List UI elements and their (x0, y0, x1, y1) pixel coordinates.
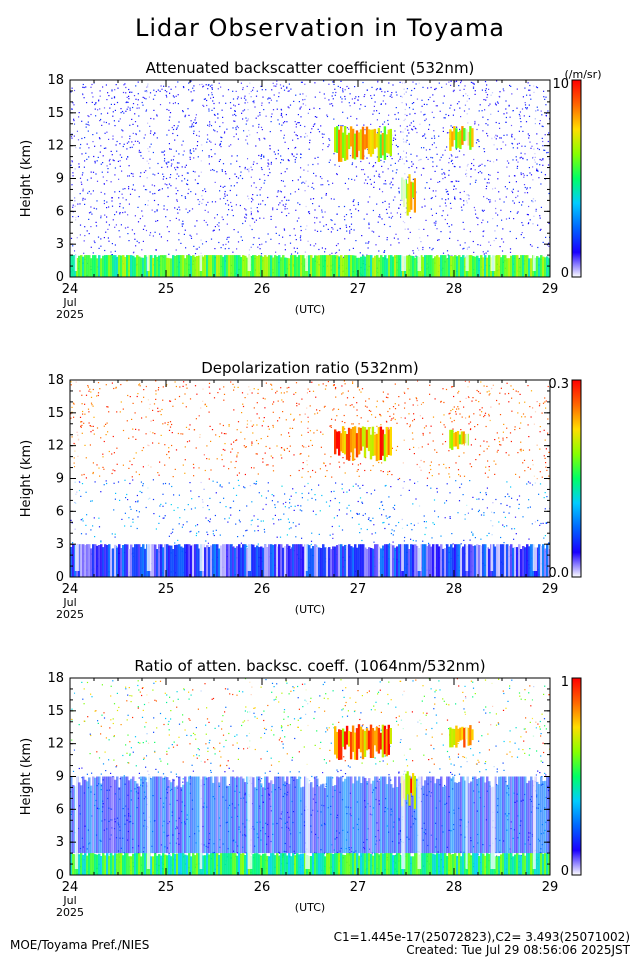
x-tick-label: 26 (254, 880, 271, 895)
heatmap-area (70, 80, 550, 277)
y-tick-label: 18 (47, 671, 64, 686)
feature-boundary-layer (70, 255, 550, 277)
y-axis-label: Height (km) (19, 140, 34, 217)
colorbar-max-label: 10 (552, 77, 569, 92)
depolarization-panel: Depolarization ratio (532nm) 0 3 6 9 12 15 18 He… (19, 359, 582, 621)
x-tick-label: 29 (542, 282, 559, 297)
colorbar (571, 79, 582, 278)
y-tick-label: 3 (56, 537, 64, 552)
feature-upper-cloud-28 (449, 725, 474, 748)
x-axis-label: (UTC) (295, 603, 325, 616)
heatmap-area (70, 380, 550, 577)
page-title: Lidar Observation in Toyama (134, 14, 506, 42)
x-month-label: Jul (62, 296, 76, 309)
y-tick-label: 6 (56, 802, 64, 817)
x-tick-label: 29 (542, 582, 559, 597)
y-tick-label: 3 (56, 835, 64, 850)
feature-boundary-layer (70, 853, 550, 875)
feature-boundary-layer (70, 544, 550, 577)
x-tick-label: 26 (254, 582, 271, 597)
y-tick-label: 18 (47, 73, 64, 88)
panel-title: Depolarization ratio (532nm) (201, 359, 419, 377)
y-tick-label: 0 (56, 868, 64, 883)
x-tick-label: 27 (350, 880, 367, 895)
x-tick-label: 25 (158, 582, 175, 597)
x-tick-label: 24 (62, 282, 79, 297)
y-axis-label: Height (km) (19, 738, 34, 815)
colorbar-min-label: 0 (561, 864, 569, 879)
colorbar-unit: (/m/sr) (565, 68, 602, 81)
x-tick-label: 28 (446, 282, 463, 297)
x-month-label: Jul (62, 596, 76, 609)
x-tick-label: 25 (158, 880, 175, 895)
footer-created: Created: Tue Jul 29 08:56:06 2025JST (406, 943, 630, 957)
colorbar (571, 379, 582, 578)
colorbar-max-label: 1 (561, 675, 569, 690)
feature-upper-cloud-27 (334, 724, 392, 760)
colorbar (571, 677, 582, 876)
color-ratio-panel: Ratio of atten. backsc. coeff. (1064nm/5… (19, 657, 582, 919)
y-tick-label: 9 (56, 172, 64, 187)
x-tick-label: 27 (350, 582, 367, 597)
x-tick-label: 24 (62, 880, 79, 895)
panel-title: Ratio of atten. backsc. coeff. (1064nm/5… (134, 657, 485, 675)
y-tick-label: 12 (47, 737, 64, 752)
footer-calibration: C1=1.445e-17(25072823),C2= 3.493(2507100… (333, 930, 630, 944)
y-tick-label: 0 (56, 270, 64, 285)
x-tick-label: 28 (446, 582, 463, 597)
feature-aerosol-layer (70, 776, 550, 854)
y-tick-label: 18 (47, 373, 64, 388)
x-year-label: 2025 (56, 308, 84, 321)
x-year-label: 2025 (56, 608, 84, 621)
y-axis-label: Height (km) (19, 440, 34, 517)
x-year-label: 2025 (56, 906, 84, 919)
x-tick-label: 26 (254, 282, 271, 297)
x-axis-label: (UTC) (295, 901, 325, 914)
x-tick-label: 25 (158, 282, 175, 297)
x-axis-label: (UTC) (295, 303, 325, 316)
y-tick-label: 6 (56, 504, 64, 519)
x-month-label: Jul (62, 894, 76, 907)
heatmap-area (70, 678, 550, 875)
x-tick-label: 29 (542, 880, 559, 895)
y-tick-label: 3 (56, 237, 64, 252)
colorbar-max-label: 0.3 (548, 377, 569, 392)
panel-title: Attenuated backscatter coefficient (532n… (146, 59, 475, 77)
backscatter-panel: Attenuated backscatter coefficient (532n… (19, 59, 602, 321)
y-tick-label: 9 (56, 770, 64, 785)
y-tick-label: 9 (56, 472, 64, 487)
y-tick-label: 15 (47, 704, 64, 719)
y-tick-label: 12 (47, 439, 64, 454)
x-tick-label: 27 (350, 282, 367, 297)
y-tick-label: 15 (47, 106, 64, 121)
x-tick-label: 28 (446, 880, 463, 895)
feature-upper-cloud-27 (334, 126, 392, 162)
y-tick-label: 15 (47, 406, 64, 421)
y-tick-label: 12 (47, 139, 64, 154)
colorbar-min-label: 0 (561, 266, 569, 281)
y-tick-label: 0 (56, 570, 64, 585)
x-tick-label: 24 (62, 582, 79, 597)
footer-credit: MOE/Toyama Pref./NIES (10, 938, 150, 952)
feature-upper-cloud-27 (334, 426, 392, 462)
y-tick-label: 6 (56, 204, 64, 219)
colorbar-min-label: 0.0 (548, 566, 569, 581)
